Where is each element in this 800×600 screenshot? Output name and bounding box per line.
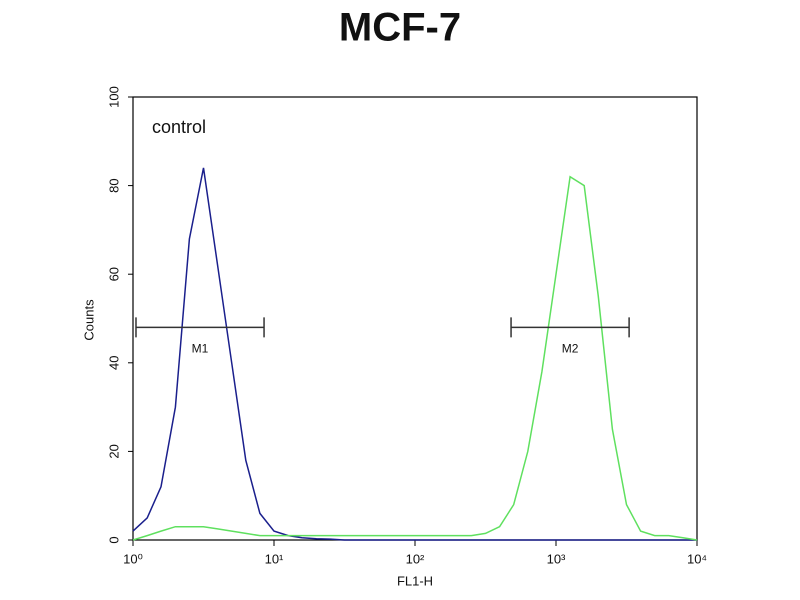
annotation: control [152, 117, 206, 137]
y-tick-label: 20 [106, 444, 121, 458]
x-tick-label: 10² [406, 551, 425, 566]
y-axis-title: Counts [81, 299, 96, 341]
x-axis-title: FL1-H [397, 573, 433, 588]
x-tick-label: 10⁰ [123, 551, 143, 566]
plot-frame [132, 96, 698, 541]
y-tick-label: 60 [106, 267, 121, 281]
y-tick-label: 80 [106, 178, 121, 192]
chart-title: MCF-7 [339, 6, 461, 50]
y-tick-label: 40 [106, 356, 121, 370]
y-tick-label: 0 [106, 536, 121, 543]
marker-label: M2 [562, 342, 579, 356]
x-tick-label: 10¹ [265, 551, 284, 566]
x-tick-label: 10³ [547, 551, 566, 566]
series-line [132, 167, 697, 541]
marker-label: M1 [192, 342, 209, 356]
x-tick-label: 10⁴ [687, 551, 707, 566]
series-line [132, 175, 698, 541]
y-tick-label: 100 [106, 86, 121, 108]
